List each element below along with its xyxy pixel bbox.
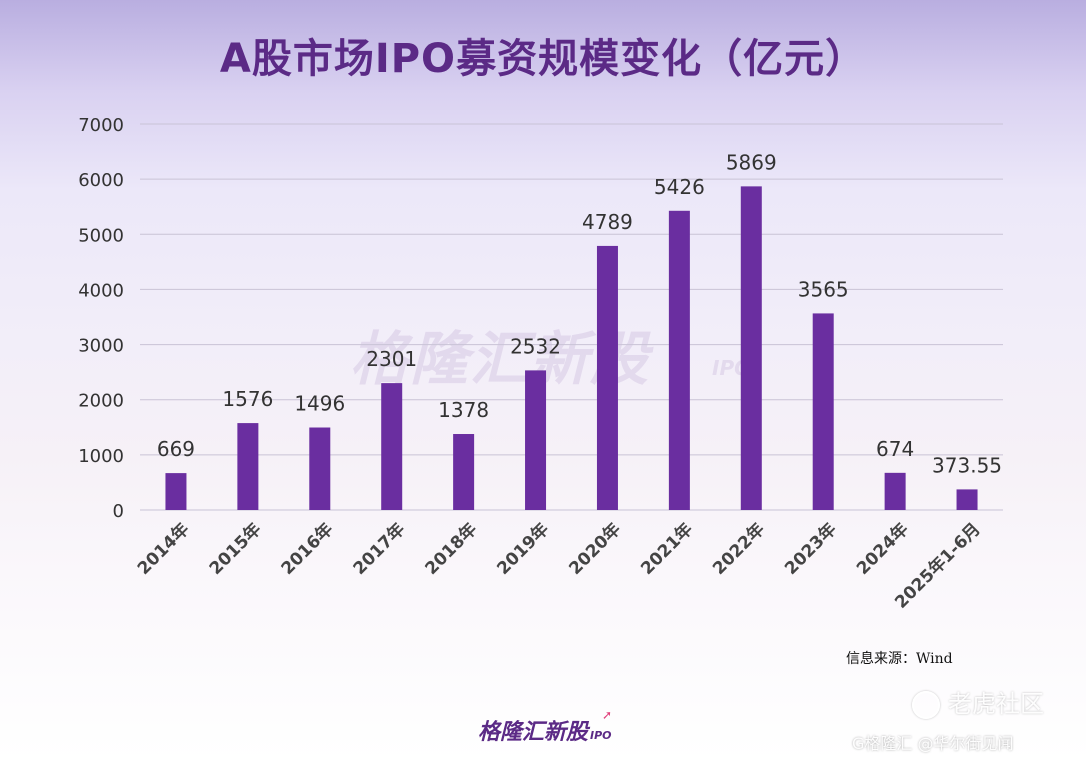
data-label: 5869 [726,150,777,174]
data-label: 4789 [582,210,633,234]
data-label: 669 [157,437,195,461]
x-tick-label: 2018年 [421,519,481,579]
bar [165,473,187,510]
image-credit: G格隆汇 @华尔街见闻 [852,734,1014,753]
logo-ipo: IPO [590,729,612,742]
bar [596,245,618,511]
logo-text: 格隆汇新股 [478,720,589,745]
x-tick-label: 2022年 [708,519,768,579]
x-tick-label: 2016年 [277,519,337,579]
y-tick-label: 3000 [78,336,124,357]
data-label: 3565 [798,277,849,301]
data-label: 1496 [294,392,345,416]
bar [453,434,475,510]
bar [884,472,906,510]
x-tick-label: 2017年 [349,519,409,579]
bar [740,186,762,510]
bar [309,427,331,510]
data-label: 373.55 [932,453,1002,477]
source-note: 信息来源：Wind [846,651,953,667]
x-tick-label: 2020年 [565,519,625,579]
y-tick-label: 5000 [78,225,124,246]
x-tick-label: 2014年 [133,519,193,579]
data-label: 5426 [654,175,705,199]
data-label: 1378 [438,398,489,422]
y-tick-label: 4000 [78,280,124,301]
tiger-community-overlay: 老虎社区 [912,684,1044,719]
bar [237,423,259,510]
y-tick-label: 6000 [78,170,124,191]
x-tick-label: 2015年 [205,519,265,579]
data-label: 2301 [366,347,417,371]
y-tick-label: 1000 [78,446,124,467]
logo: 格隆汇新股 IPO ➚ [478,708,612,746]
tiger-logo-icon [912,691,940,719]
bar [525,370,547,510]
bar [381,383,403,510]
x-tick-label: 2019年 [493,519,553,579]
logo-arrow-icon: ➚ [602,708,613,722]
bar [812,313,834,510]
x-tick-label: 2024年 [852,519,912,579]
y-tick-label: 2000 [78,391,124,412]
data-label: 1576 [222,387,273,411]
data-label: 2532 [510,334,561,358]
bar [668,210,690,510]
data-label: 674 [876,437,914,461]
bar [956,489,978,510]
chart-title: A股市场IPO募资规模变化（亿元） [219,36,867,82]
y-tick-label: 0 [113,501,124,522]
x-tick-label: 2021年 [637,519,697,579]
y-tick-label: 7000 [78,115,124,136]
x-tick-label: 2023年 [780,519,840,579]
tiger-brand: 老虎社区 [948,690,1044,718]
